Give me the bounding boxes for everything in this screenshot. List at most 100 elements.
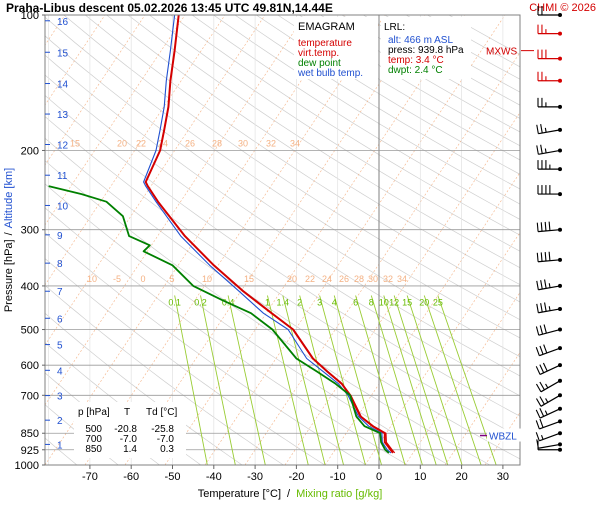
isotherm-label-lower: 5 bbox=[169, 274, 174, 284]
x-axis-tick-label: 20 bbox=[455, 471, 467, 483]
x-axis-tick-label: 0 bbox=[376, 471, 382, 483]
level-table: p [hPa] T Td [°C] 500 -20.8 -25.8 700 -7… bbox=[74, 402, 186, 458]
y-axis-title: Pressure [hPa] / Altitude [km] bbox=[3, 168, 15, 312]
altitude-tick-label: 9 bbox=[57, 231, 63, 242]
mixing-ratio-label: 1 bbox=[265, 297, 270, 307]
level-table-row-2-t: 1.4 bbox=[123, 444, 137, 455]
wind-barb-halfflag bbox=[545, 128, 546, 132]
wind-barb-flag bbox=[545, 252, 546, 261]
x-axis-tick-label: -40 bbox=[206, 471, 222, 483]
legend: EMAGRAM temperature virt.temp. dew point… bbox=[294, 17, 378, 79]
mixing-ratio-label: 3 bbox=[317, 297, 322, 307]
wind-barb-dot bbox=[558, 442, 562, 446]
y-axis-label-sep: / bbox=[3, 231, 15, 235]
isotherm-label-lower: 26 bbox=[339, 274, 349, 284]
wind-barb-dot bbox=[558, 167, 562, 171]
wind-barb-flag bbox=[537, 253, 538, 262]
lrl-box: LRL: alt: 466 m ASL press: 939.8 hPa tem… bbox=[381, 17, 471, 79]
altitude-tick-label: 5 bbox=[57, 341, 63, 352]
wind-barb-flag bbox=[541, 252, 542, 261]
x-axis-tick-label: -30 bbox=[247, 471, 263, 483]
wind-barb-dot bbox=[558, 328, 562, 332]
x-axis-tick-label: 10 bbox=[414, 471, 426, 483]
isotherm-label-lower: 22 bbox=[305, 274, 315, 284]
isotherm-label-upper: 26 bbox=[185, 138, 195, 148]
isotherm-label-upper: 20 bbox=[117, 138, 127, 148]
level-table-row-2-td: 0.3 bbox=[160, 444, 174, 455]
wind-barb-dot bbox=[558, 407, 562, 411]
isotherm-label-lower: 28 bbox=[354, 274, 364, 284]
mixing-ratio-label: 0.1 bbox=[168, 297, 181, 307]
isotherm-label-lower: 10 bbox=[87, 274, 97, 284]
altitude-tick-label: 3 bbox=[57, 392, 63, 403]
wind-barb-dot bbox=[558, 431, 562, 435]
legend-title: EMAGRAM bbox=[298, 21, 355, 33]
altitude-tick-label: 6 bbox=[57, 314, 63, 325]
isotherm-label-lower: 15 bbox=[244, 274, 254, 284]
wind-barb-dot bbox=[558, 148, 562, 152]
pressure-tick-label: 400 bbox=[21, 281, 39, 293]
altitude-tick-label: 8 bbox=[57, 259, 63, 270]
wind-barb-dot bbox=[558, 379, 562, 383]
altitude-tick-label: 13 bbox=[57, 110, 69, 121]
x-axis-label-sep: / bbox=[287, 488, 291, 500]
legend-wet-bulb: wet bulb temp. bbox=[297, 68, 363, 79]
pressure-tick-label: 700 bbox=[21, 390, 39, 402]
x-axis-title: Temperature [°C] / Mixing ratio [g/kg] bbox=[198, 488, 383, 500]
x-axis-tick-label: -60 bbox=[123, 471, 139, 483]
isotherm-label-lower: 20 bbox=[287, 274, 297, 284]
chart-header-title: Praha-Libus descent 05.02.2026 13:45 UTC… bbox=[6, 1, 333, 15]
isotherm-label-upper: 28 bbox=[212, 138, 222, 148]
wind-barb-flag bbox=[549, 252, 550, 261]
copyright-label[interactable]: CHMI © 2026 bbox=[529, 2, 596, 14]
wind-barb-dot bbox=[558, 32, 562, 36]
altitude-tick-label: 7 bbox=[57, 287, 63, 298]
wind-barb-dot bbox=[558, 419, 562, 423]
altitude-tick-label: 1 bbox=[57, 440, 63, 451]
wind-barb-dot bbox=[558, 228, 562, 232]
altitude-tick-label: 12 bbox=[57, 141, 69, 152]
wind-barb-dot bbox=[558, 13, 562, 17]
x-axis-tick-label: -70 bbox=[82, 471, 98, 483]
mixing-ratio-label: 1.4 bbox=[277, 297, 290, 307]
isotherm-label-upper: 32 bbox=[266, 138, 276, 148]
wind-barb-dot bbox=[558, 79, 562, 83]
isotherm-label-lower: 0 bbox=[140, 274, 145, 284]
lrl-title: LRL: bbox=[384, 22, 405, 33]
isotherm-label-lower: 34 bbox=[397, 274, 407, 284]
x-axis-tick-label: -50 bbox=[165, 471, 181, 483]
y-axis-label-altitude: Altitude [km] bbox=[3, 168, 15, 229]
altitude-tick-label: 11 bbox=[57, 171, 68, 182]
isotherm-label-lower: -5 bbox=[113, 274, 121, 284]
x-axis-label-temperature: Temperature [°C] bbox=[198, 488, 281, 500]
level-table-header-p: p [hPa] bbox=[78, 407, 110, 418]
x-axis-tick-label: 30 bbox=[497, 471, 509, 483]
wind-barb-dot bbox=[558, 284, 562, 288]
wind-barb-halfflag bbox=[549, 283, 550, 287]
isotherm-label-upper: 30 bbox=[238, 138, 248, 148]
wind-barb-halfflag bbox=[545, 148, 546, 152]
altitude-tick-label: 10 bbox=[57, 201, 69, 212]
y-axis-label-pressure: Pressure [hPa] bbox=[3, 239, 15, 312]
wind-barb-dot bbox=[558, 448, 562, 452]
x-axis-label-mixing: Mixing ratio [g/kg] bbox=[296, 488, 382, 500]
wind-barb-flag bbox=[541, 222, 542, 231]
wbzl-marker-label: WBZL bbox=[489, 432, 517, 443]
wind-barb-halfflag bbox=[549, 306, 550, 310]
x-axis-tick-label: -20 bbox=[288, 471, 304, 483]
altitude-tick-label: 14 bbox=[57, 80, 69, 91]
mixing-ratio-label: 4 bbox=[332, 297, 337, 307]
wind-barb-dot bbox=[558, 192, 562, 196]
isotherm-label-lower: 24 bbox=[322, 274, 332, 284]
wind-barb-flag bbox=[545, 222, 546, 231]
isotherm-label-upper: 15 bbox=[70, 138, 80, 148]
x-axis-tick-label: -10 bbox=[330, 471, 346, 483]
wind-barb-dot bbox=[558, 307, 562, 311]
pressure-tick-label: 850 bbox=[21, 428, 39, 440]
pressure-tick-label: 500 bbox=[21, 325, 39, 337]
wind-barb-dot bbox=[558, 346, 562, 350]
wind-barb-flag bbox=[537, 223, 538, 232]
isotherm-label-upper: 34 bbox=[290, 138, 300, 148]
mixing-ratio-label: 2 bbox=[297, 297, 302, 307]
